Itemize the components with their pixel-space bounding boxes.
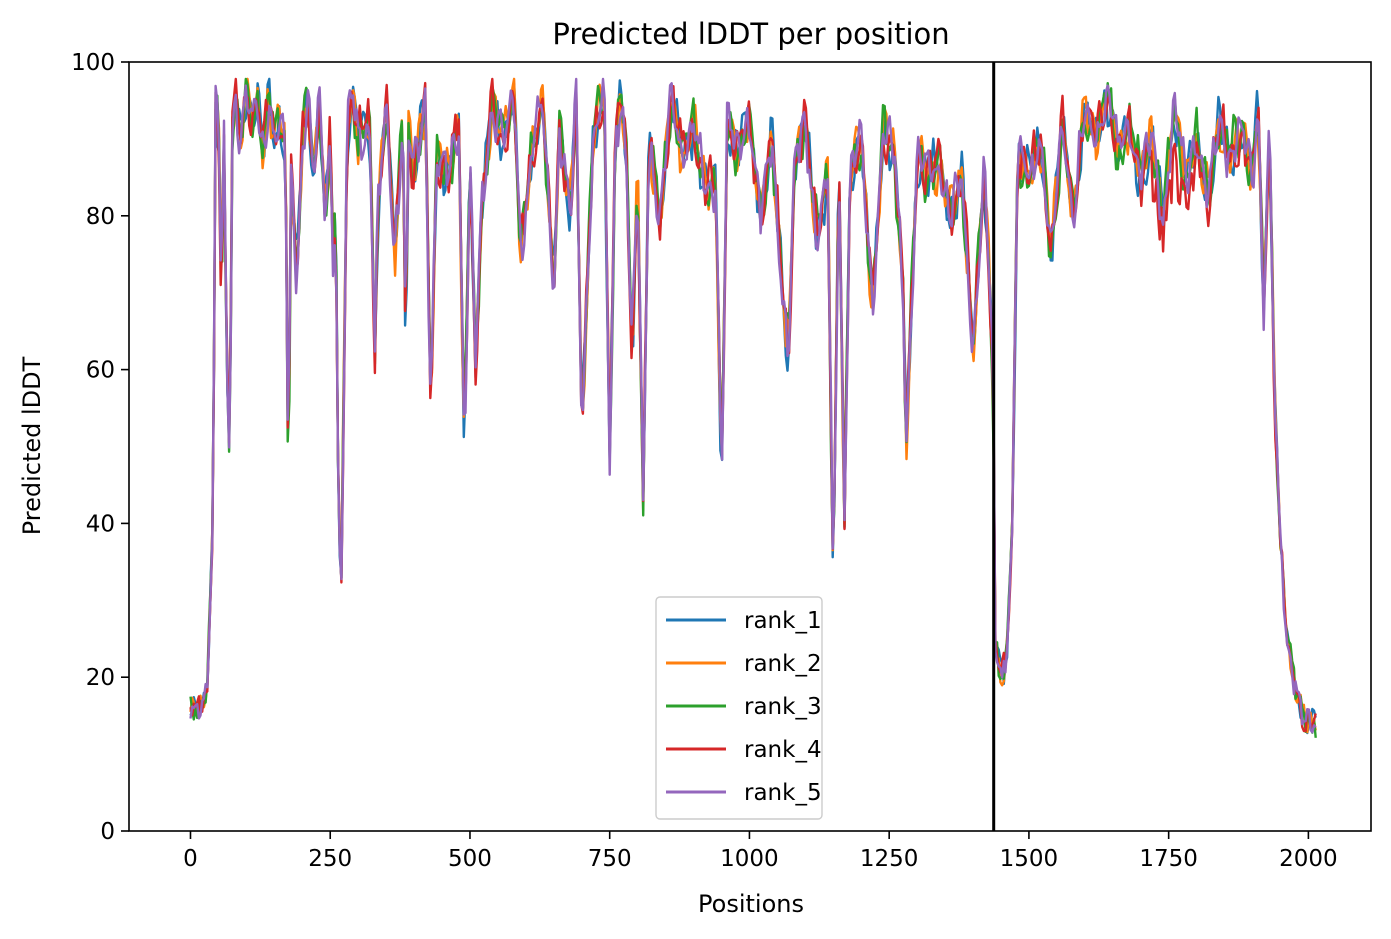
x-tick-label: 1000 bbox=[720, 846, 779, 872]
plot-lines-group bbox=[189, 77, 1317, 738]
x-tick-label: 1500 bbox=[1000, 846, 1059, 872]
legend-label: rank_4 bbox=[744, 737, 822, 763]
x-tick-label: 1750 bbox=[1139, 846, 1198, 872]
axes-group: 0 250 500 750 1000 1250 1500 1750 2000 0 20 40 60 80 1… bbox=[71, 50, 1338, 872]
x-tick-label: 2000 bbox=[1279, 846, 1338, 872]
x-tick-label: 250 bbox=[308, 846, 352, 872]
plot-frame bbox=[128, 61, 1372, 832]
x-tick-label: 1250 bbox=[860, 846, 919, 872]
legend-box bbox=[655, 596, 823, 820]
x-tick-label: 0 bbox=[183, 846, 198, 872]
legend-label: rank_3 bbox=[744, 694, 822, 720]
legend-label: rank_1 bbox=[744, 608, 822, 634]
legend: rank_1 rank_2 rank_3 rank_4 rank_5 bbox=[655, 596, 823, 820]
y-tick-label: 40 bbox=[86, 511, 115, 537]
chart-title: Predicted lDDT per position bbox=[552, 17, 949, 51]
y-tick-label: 80 bbox=[86, 204, 115, 230]
y-tick-label: 0 bbox=[100, 819, 115, 845]
x-tick-label: 750 bbox=[588, 846, 632, 872]
x-tick-label: 500 bbox=[448, 846, 492, 872]
y-tick-label: 60 bbox=[86, 358, 115, 384]
x-axis-label: Positions bbox=[698, 890, 804, 918]
y-tick-label: 100 bbox=[71, 50, 115, 76]
legend-label: rank_2 bbox=[744, 651, 822, 677]
y-axis-label: Predicted lDDT bbox=[18, 356, 46, 535]
legend-label: rank_5 bbox=[744, 780, 822, 806]
series-line-rank_5 bbox=[189, 77, 1317, 734]
y-tick-label: 20 bbox=[86, 665, 115, 691]
